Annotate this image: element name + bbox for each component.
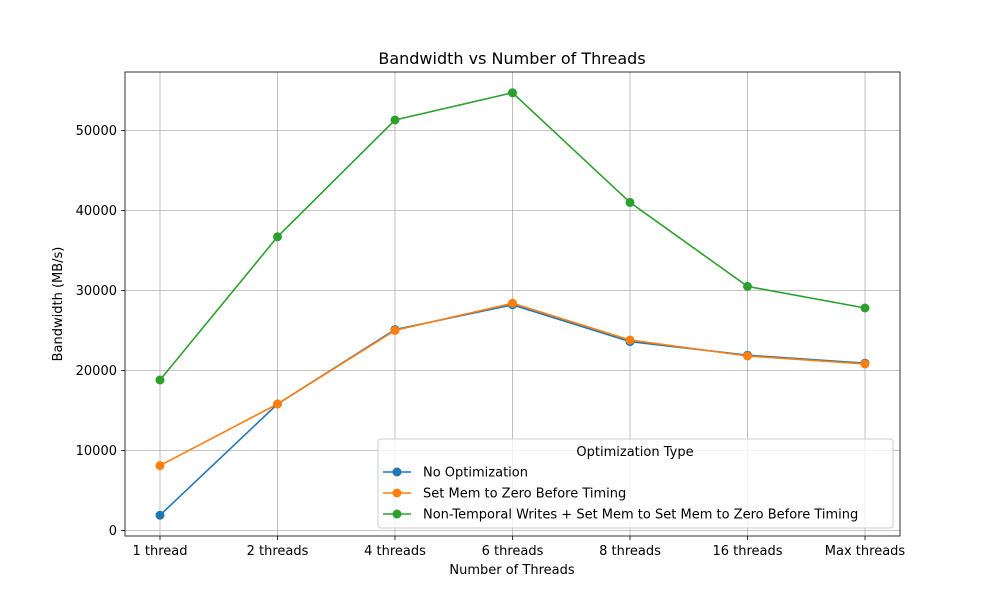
data-point — [508, 88, 517, 98]
y-tick-label: 30000 — [76, 284, 117, 299]
series-layer — [155, 88, 870, 520]
legend-entry: Set Mem to Zero Before Timing — [383, 487, 626, 502]
legend-label: Set Mem to Zero Before Timing — [423, 487, 626, 502]
x-tick-label: Max threads — [825, 544, 906, 559]
y-tick-label: 50000 — [76, 124, 117, 139]
x-tick-label: 8 threads — [599, 544, 661, 559]
x-axis-label: Number of Threads — [449, 563, 574, 578]
x-tick-label: 6 threads — [482, 544, 544, 559]
legend-entry: Non-Temporal Writes + Set Mem to Set Mem… — [383, 508, 858, 523]
legend-marker — [392, 467, 402, 477]
data-point — [155, 510, 165, 520]
y-tick-label: 20000 — [76, 364, 117, 379]
data-point — [155, 461, 165, 471]
y-axis-label: Bandwidth (MB/s) — [51, 247, 66, 362]
y-axis: 0 10000 20000 30000 40000 50000 — [76, 124, 125, 539]
data-point — [390, 325, 400, 335]
legend-label: No Optimization — [423, 466, 528, 481]
y-tick-label: 40000 — [76, 204, 117, 219]
y-tick-label: 0 — [109, 524, 117, 539]
data-point — [743, 281, 752, 291]
data-point — [273, 232, 282, 242]
legend-label: Non-Temporal Writes + Set Mem to Set Mem… — [423, 508, 858, 523]
data-point — [625, 335, 635, 345]
x-tick-label: 2 threads — [247, 544, 309, 559]
series-2 — [155, 298, 870, 471]
legend-box — [377, 438, 894, 529]
data-point — [390, 115, 400, 125]
data-point — [508, 298, 517, 308]
x-axis: 1 thread 2 threads 4 threads 6 threads 8 thr… — [132, 536, 905, 559]
x-tick-label: 4 threads — [364, 544, 426, 559]
data-point — [860, 303, 870, 313]
data-point — [155, 375, 165, 385]
data-point — [625, 197, 635, 207]
data-point — [273, 399, 282, 409]
chart-title: Bandwidth vs Number of Threads — [378, 49, 645, 68]
x-tick-label: 1 thread — [132, 544, 187, 559]
x-tick-label: 16 threads — [712, 544, 782, 559]
legend-marker — [392, 509, 402, 519]
legend-entry: No Optimization — [383, 466, 528, 481]
series-3 — [155, 88, 870, 385]
legend-title: Optimization Type — [576, 445, 693, 460]
legend-marker — [392, 488, 402, 498]
data-point — [860, 359, 870, 369]
data-point — [743, 351, 752, 361]
legend: Optimization Type No Optimization Set Mem… — [377, 438, 894, 529]
y-tick-label: 10000 — [76, 444, 117, 459]
